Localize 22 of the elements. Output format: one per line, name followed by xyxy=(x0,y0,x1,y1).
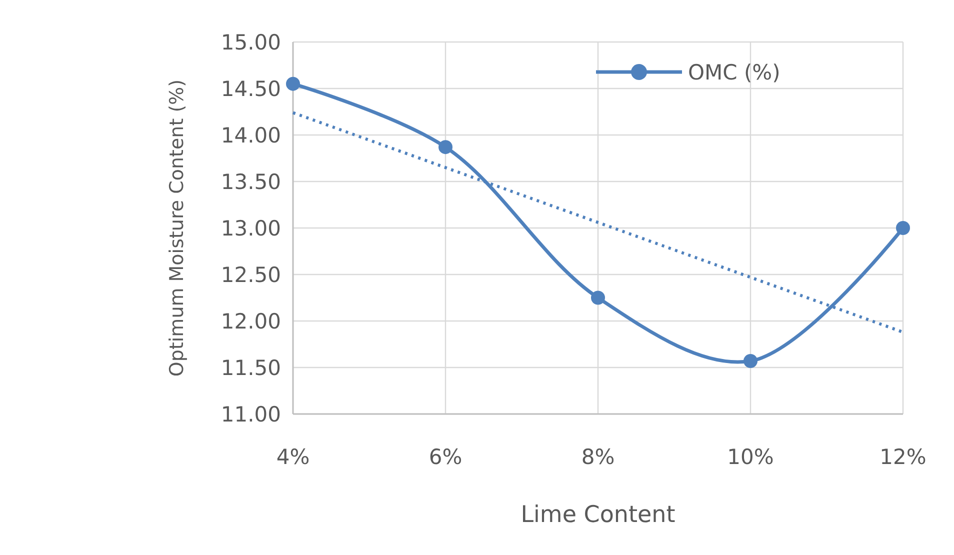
y-tick-label: 13.00 xyxy=(220,216,281,240)
y-tick-label: 12.00 xyxy=(220,309,281,334)
y-tick-label: 14.00 xyxy=(220,123,281,148)
y-tick-label: 13.50 xyxy=(220,170,281,194)
x-tick-label: 4% xyxy=(276,445,310,469)
legend-label: OMC (%) xyxy=(688,60,780,84)
x-tick-label: 10% xyxy=(727,445,774,469)
y-tick-label: 11.00 xyxy=(220,402,281,426)
x-tick-label: 6% xyxy=(428,445,462,469)
point xyxy=(896,221,910,235)
point xyxy=(286,76,300,91)
x-tick-label: 8% xyxy=(581,445,615,469)
x-tick-label: 12% xyxy=(880,445,926,469)
point xyxy=(438,140,452,154)
point xyxy=(591,290,605,305)
y-tick-label: 11.50 xyxy=(220,356,281,380)
x-axis-title: Lime Content xyxy=(520,502,676,528)
y-tick-label: 15.00 xyxy=(220,30,281,54)
point xyxy=(744,354,758,368)
y-tick-label: 12.50 xyxy=(220,262,281,287)
y-tick-label: 14.50 xyxy=(220,76,281,101)
y-axis-title: Optimum Moisture Content (%) xyxy=(166,79,188,377)
